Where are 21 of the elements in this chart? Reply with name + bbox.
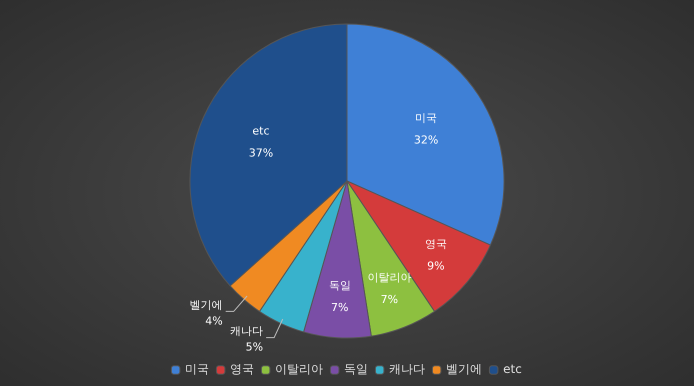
legend-label: 이탈리아 [275, 362, 324, 376]
data-label: 9% [427, 260, 445, 273]
slice-label: 이탈리아 [367, 271, 412, 284]
data-label: 37% [248, 146, 274, 160]
slice-label: 독일 [328, 278, 351, 292]
slice-label: 벨기에 [190, 298, 223, 312]
legend-label: 미국 [185, 362, 210, 376]
data-label: 4% [205, 314, 223, 328]
data-label: 5% [246, 340, 264, 354]
legend-label: 벨기에 [446, 362, 482, 376]
legend-label: etc [503, 362, 522, 376]
data-label: 7% [331, 300, 348, 314]
legend-label: 영국 [230, 362, 254, 376]
slice-label: 영국 [424, 238, 447, 251]
legend-label: 독일 [344, 362, 368, 376]
slice-label: 미국 [415, 112, 438, 125]
data-label: 7% [380, 293, 398, 306]
slice-label: etc [252, 124, 270, 138]
data-label: 32% [414, 134, 438, 147]
slice-label: 캐나다 [230, 324, 264, 338]
legend-label: 캐나다 [389, 362, 426, 376]
